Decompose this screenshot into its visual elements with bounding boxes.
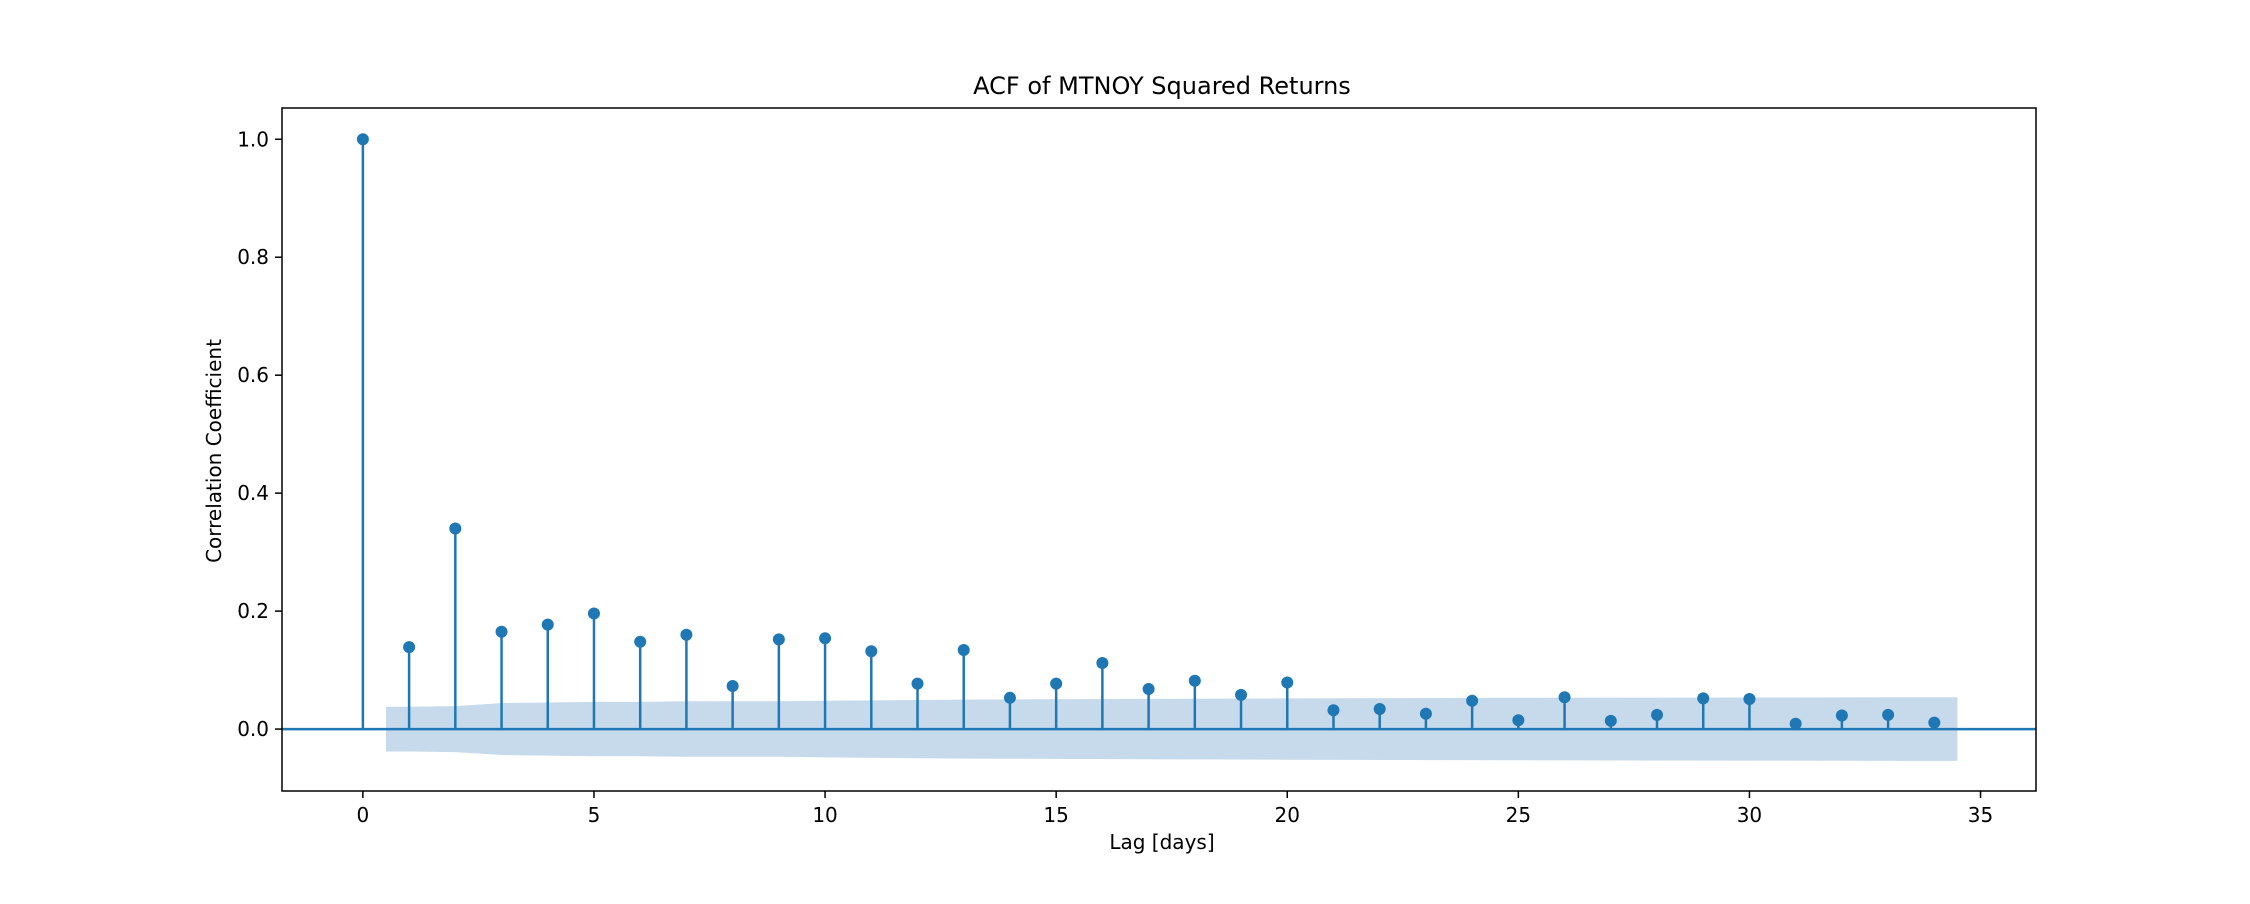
y-tick-label-3: 0.6: [237, 363, 269, 387]
marker-lag-17: [1142, 682, 1155, 695]
marker-lag-0: [356, 133, 369, 146]
x-tick-label-15: 15: [1043, 803, 1068, 827]
x-tick-label-5: 5: [588, 803, 601, 827]
marker-lag-26: [1558, 691, 1571, 704]
marker-lag-9: [772, 633, 785, 646]
marker-lag-34: [1928, 716, 1941, 729]
x-tick-label-0: 0: [357, 803, 370, 827]
marker-lag-15: [1050, 677, 1063, 690]
y-tick-label-4: 0.8: [237, 245, 269, 269]
marker-lag-13: [957, 644, 970, 657]
chart-title: ACF of MTNOY Squared Returns: [973, 72, 1351, 100]
marker-lag-20: [1281, 676, 1294, 689]
marker-lag-11: [865, 645, 878, 658]
x-tick-label-30: 30: [1737, 803, 1762, 827]
y-tick-label-0: 0.0: [237, 717, 269, 741]
marker-lag-18: [1188, 674, 1201, 687]
marker-lag-31: [1789, 717, 1802, 730]
marker-lag-5: [587, 607, 600, 620]
marker-lag-32: [1835, 709, 1848, 722]
marker-lag-1: [403, 641, 416, 654]
x-tick-label-35: 35: [1968, 803, 1993, 827]
marker-lag-6: [634, 635, 647, 648]
y-tick-label-2: 0.4: [237, 481, 269, 505]
marker-lag-2: [449, 522, 462, 535]
marker-lag-3: [495, 625, 508, 638]
x-tick-label-25: 25: [1506, 803, 1531, 827]
marker-lag-4: [541, 618, 554, 631]
marker-lag-7: [680, 628, 693, 641]
marker-lag-30: [1743, 692, 1756, 705]
axis-layer: 0 5 10 15 20 25 30 35 0.0 0.2 0.4 0.6 0.8 1.0: [237, 107, 2037, 827]
marker-lag-27: [1604, 714, 1617, 727]
marker-lag-14: [1003, 691, 1016, 704]
y-tick-label-5: 1.0: [237, 127, 269, 151]
y-tick-label-1: 0.2: [237, 599, 269, 623]
marker-lag-8: [726, 680, 739, 693]
plot-frame: [281, 107, 2037, 792]
marker-lag-12: [911, 677, 924, 690]
marker-lag-10: [819, 632, 832, 645]
marker-lag-29: [1697, 692, 1710, 705]
x-axis-label: Lag [days]: [1109, 830, 1214, 854]
marker-lag-19: [1235, 688, 1248, 701]
marker-lag-33: [1882, 708, 1895, 721]
marker-lag-23: [1419, 707, 1432, 720]
x-tick-label-10: 10: [812, 803, 837, 827]
marker-lag-25: [1512, 714, 1525, 727]
y-axis-label: Correlation Coefficient: [202, 339, 226, 563]
stem-layer: [282, 133, 2036, 731]
x-tick-label-20: 20: [1275, 803, 1300, 827]
marker-lag-16: [1096, 657, 1109, 670]
marker-lag-28: [1651, 708, 1664, 721]
marker-lag-24: [1466, 694, 1479, 707]
marker-lag-22: [1373, 703, 1386, 716]
marker-lag-21: [1327, 704, 1340, 717]
